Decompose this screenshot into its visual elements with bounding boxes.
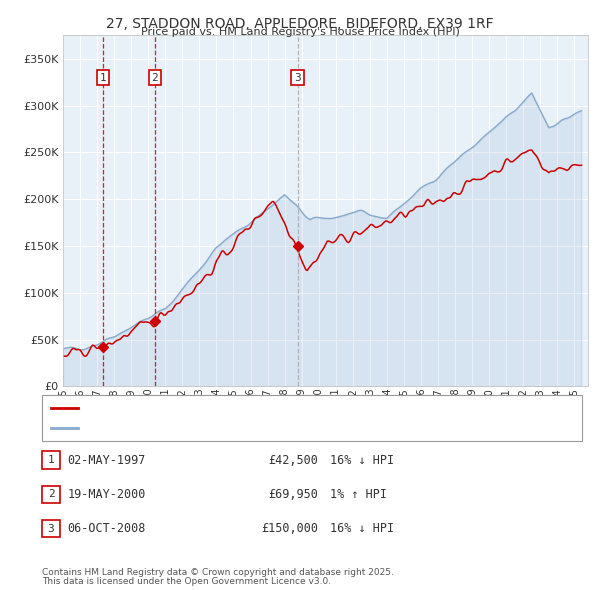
Text: £150,000: £150,000 xyxy=(261,522,318,535)
Text: HPI: Average price, semi-detached house, Torridge: HPI: Average price, semi-detached house,… xyxy=(85,424,349,434)
Text: 27, STADDON ROAD, APPLEDORE, BIDEFORD, EX39 1RF: 27, STADDON ROAD, APPLEDORE, BIDEFORD, E… xyxy=(106,17,494,31)
Text: This data is licensed under the Open Government Licence v3.0.: This data is licensed under the Open Gov… xyxy=(42,577,331,586)
Text: £42,500: £42,500 xyxy=(268,454,318,467)
Text: 3: 3 xyxy=(294,73,301,83)
Text: 16% ↓ HPI: 16% ↓ HPI xyxy=(330,522,394,535)
Text: 2: 2 xyxy=(47,490,55,499)
Text: 19-MAY-2000: 19-MAY-2000 xyxy=(67,488,146,501)
Text: 16% ↓ HPI: 16% ↓ HPI xyxy=(330,454,394,467)
Text: 06-OCT-2008: 06-OCT-2008 xyxy=(67,522,146,535)
Text: 27, STADDON ROAD, APPLEDORE, BIDEFORD, EX39 1RF (semi-detached house): 27, STADDON ROAD, APPLEDORE, BIDEFORD, E… xyxy=(85,403,499,413)
Text: 1: 1 xyxy=(47,455,55,465)
Text: 1% ↑ HPI: 1% ↑ HPI xyxy=(330,488,387,501)
Text: 3: 3 xyxy=(47,524,55,533)
Text: 2: 2 xyxy=(151,73,158,83)
Text: 1: 1 xyxy=(100,73,106,83)
Text: £69,950: £69,950 xyxy=(268,488,318,501)
Text: 02-MAY-1997: 02-MAY-1997 xyxy=(67,454,146,467)
Text: Price paid vs. HM Land Registry's House Price Index (HPI): Price paid vs. HM Land Registry's House … xyxy=(140,27,460,37)
Text: Contains HM Land Registry data © Crown copyright and database right 2025.: Contains HM Land Registry data © Crown c… xyxy=(42,568,394,577)
